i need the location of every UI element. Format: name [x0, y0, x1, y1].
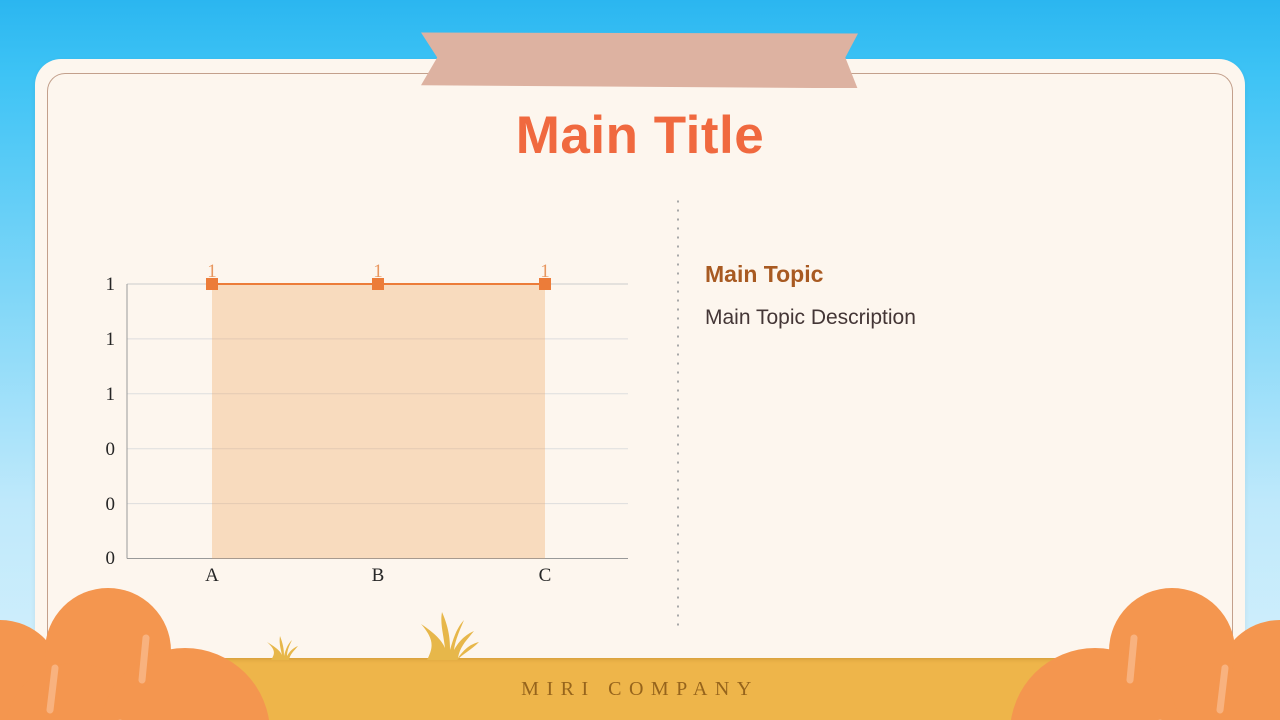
svg-text:C: C	[539, 565, 552, 586]
svg-text:1: 1	[106, 384, 116, 405]
svg-text:1: 1	[540, 262, 550, 282]
svg-text:0: 0	[106, 439, 116, 460]
svg-text:1: 1	[373, 262, 383, 282]
svg-text:B: B	[372, 565, 385, 586]
svg-text:1: 1	[106, 274, 116, 295]
svg-text:1: 1	[207, 262, 217, 282]
svg-text:0: 0	[106, 494, 116, 515]
svg-text:0: 0	[106, 548, 116, 569]
svg-text:1: 1	[106, 329, 116, 350]
